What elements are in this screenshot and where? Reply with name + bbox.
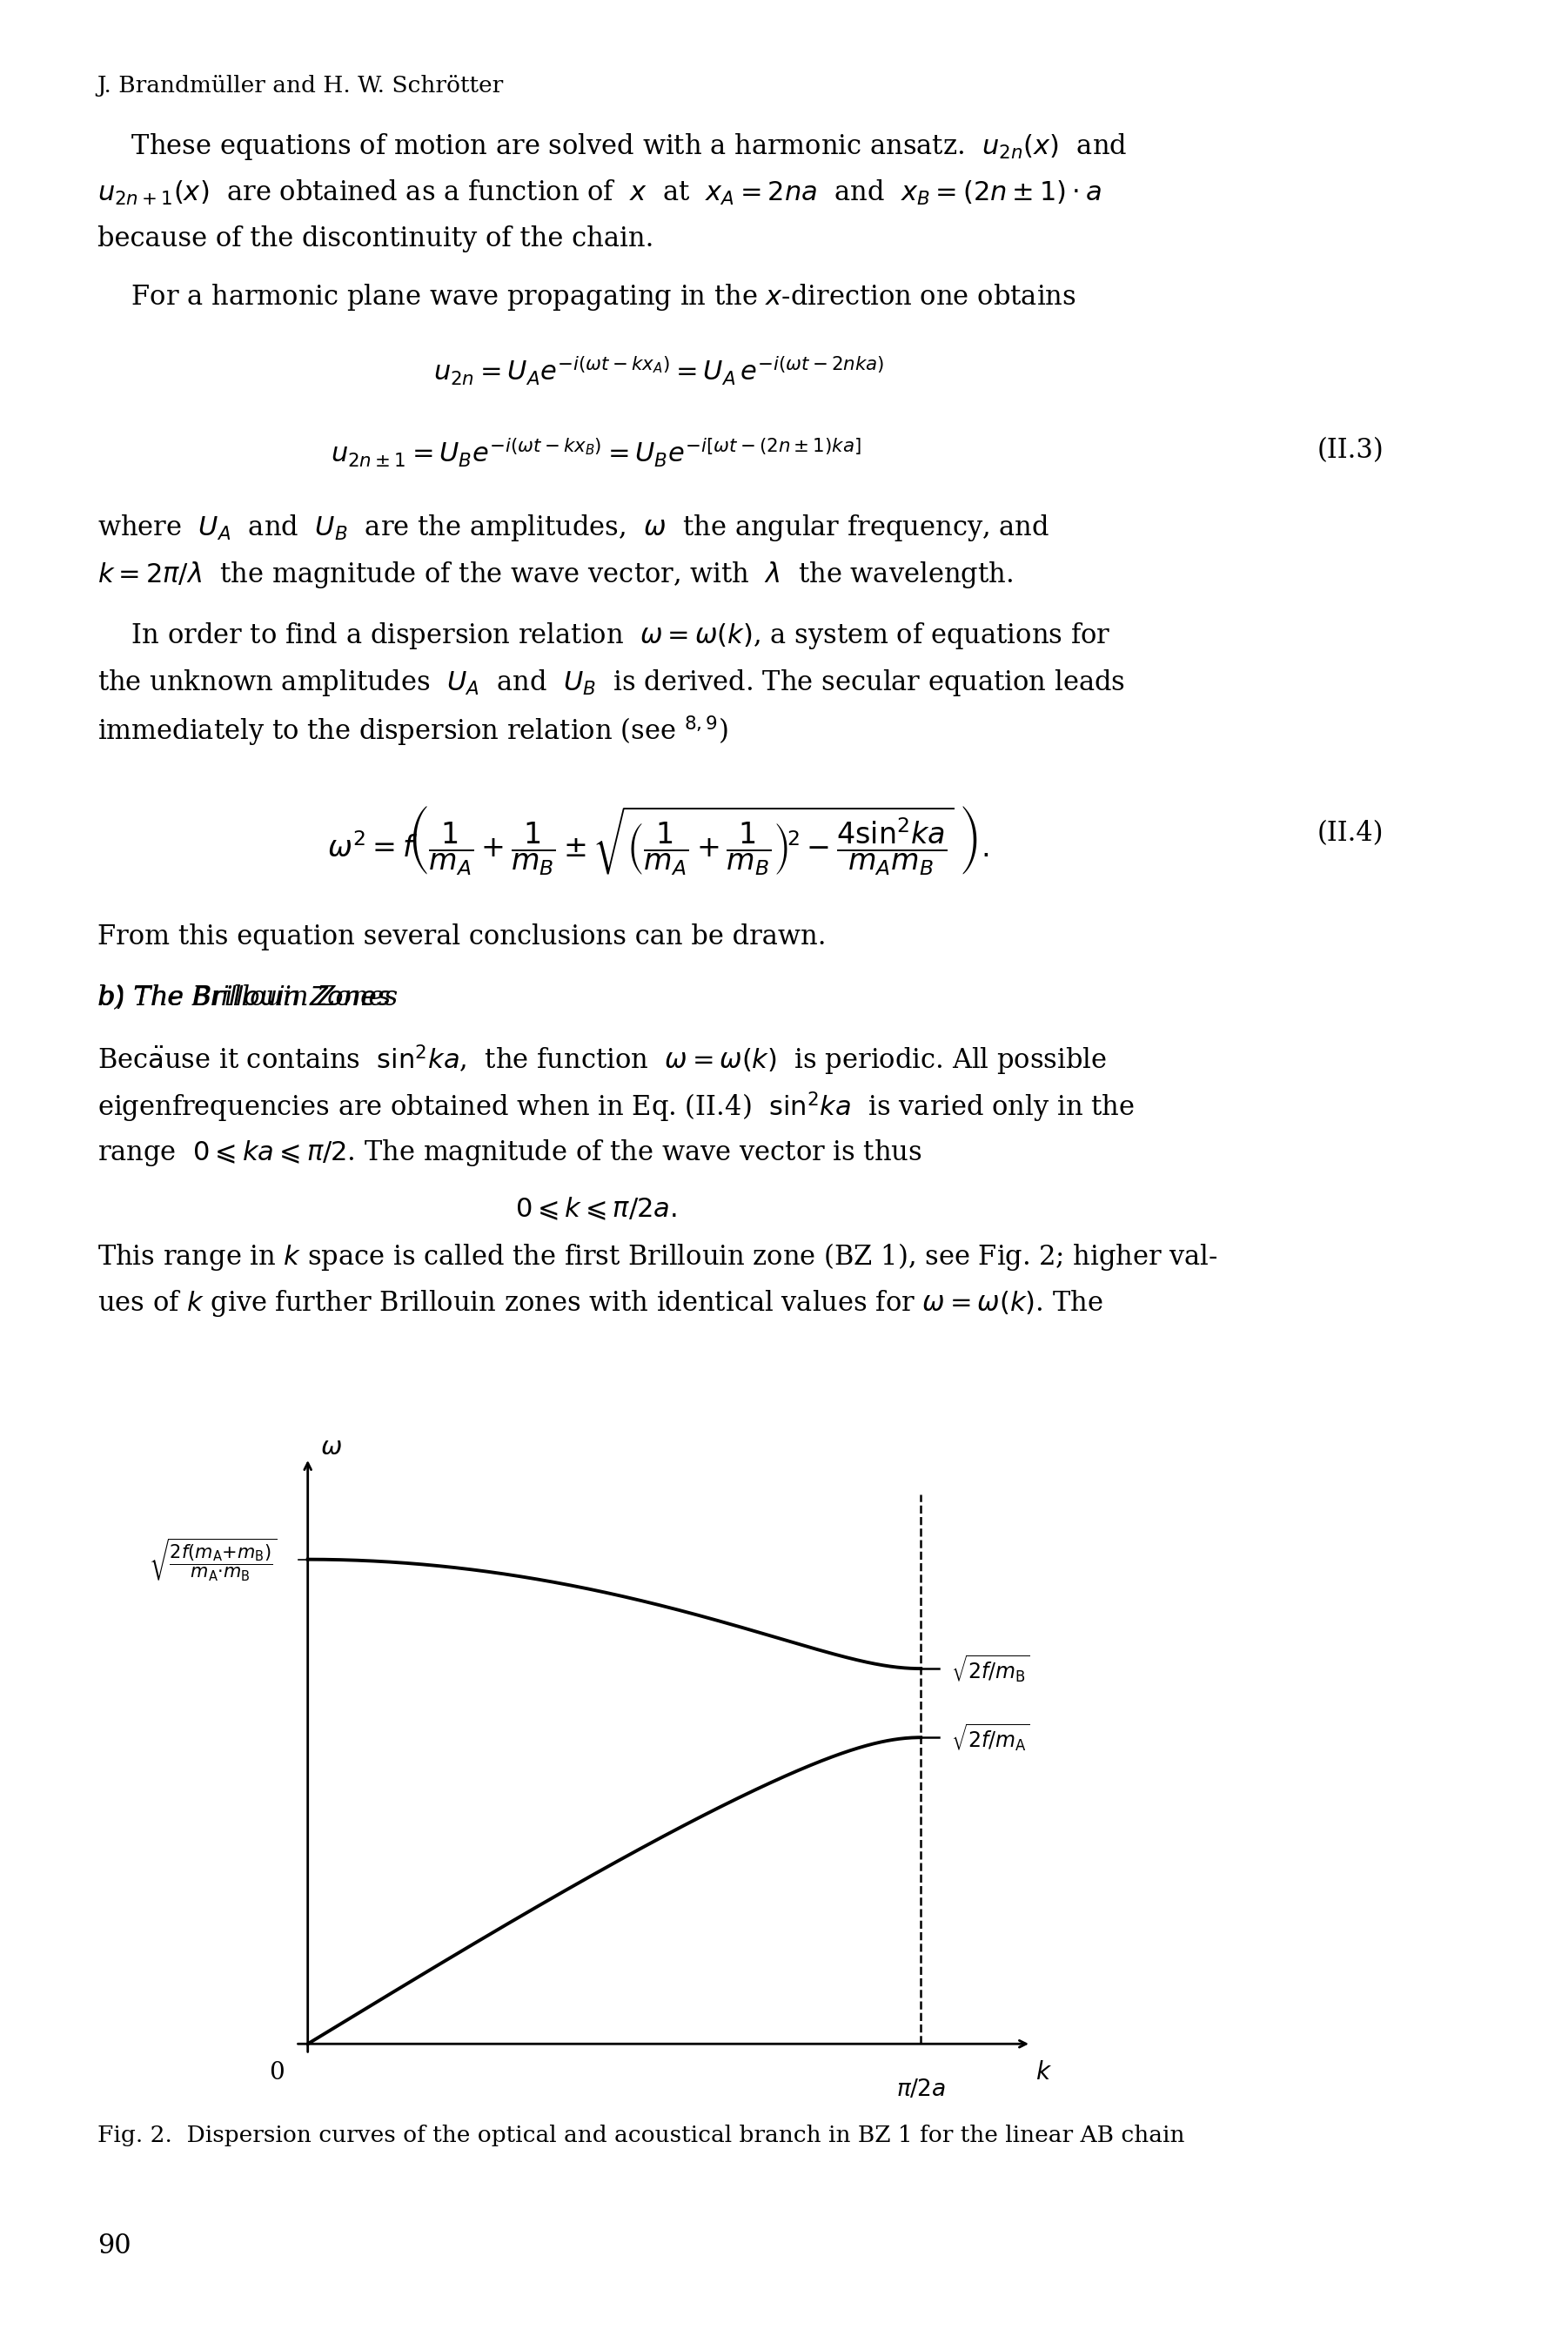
Text: $\omega^2 = f\!\left(\dfrac{1}{m_A} + \dfrac{1}{m_B} \pm \sqrt{\left(\dfrac{1}{m: $\omega^2 = f\!\left(\dfrac{1}{m_A} + \d… [328, 804, 989, 877]
Text: 0: 0 [270, 2061, 285, 2084]
Text: eigenfrequencies are obtained when in Eq. (II.4)  $\sin^2\!ka$  is varied only i: eigenfrequencies are obtained when in Eq… [97, 1090, 1134, 1126]
Text: where  $U_A$  and  $U_B$  are the amplitudes,  $\omega$  the angular frequency, : where $U_A$ and $U_B$ are the amplitudes… [97, 512, 1049, 543]
Text: Bec$\rm{\ddot{a}}$use it contains  $\sin^2\!ka$,  the function  $\omega = \omega: Bec$\rm{\ddot{a}}$use it contains $\sin^… [97, 1043, 1107, 1079]
Text: (II.4): (II.4) [1317, 820, 1383, 846]
Text: This range in $k$ space is called the first Brillouin zone (BZ 1), see Fig. 2; h: This range in $k$ space is called the fi… [97, 1241, 1218, 1271]
Text: 90: 90 [97, 2232, 130, 2258]
Text: $k$: $k$ [1035, 2061, 1052, 2084]
Text: $0 \leqslant k \leqslant \pi/2a.$: $0 \leqslant k \leqslant \pi/2a.$ [514, 1196, 677, 1222]
Text: $u_{2n} = U_A e^{-i(\omega t - kx_A)} = U_A\, e^{-i(\omega t - 2nka)}$: $u_{2n} = U_A e^{-i(\omega t - kx_A)} = … [433, 355, 884, 388]
Text: In order to find a dispersion relation  $\omega = \omega(k)$, a system of equati: In order to find a dispersion relation $… [97, 620, 1110, 651]
Text: $\sqrt{2f/m_{\mathrm{B}}}$: $\sqrt{2f/m_{\mathrm{B}}}$ [952, 1652, 1030, 1685]
Text: because of the discontinuity of the chain.: because of the discontinuity of the chai… [97, 226, 654, 251]
Text: $u_{2n+1}(x)$  are obtained as a function of  $x$  at  $x_A = 2na$  and  $x_B = : $u_{2n+1}(x)$ are obtained as a function… [97, 179, 1101, 207]
Text: b) The Brillouin Zones: b) The Brillouin Zones [97, 985, 398, 1010]
Text: ues of $k$ give further Brillouin zones with identical values for $\omega = \ome: ues of $k$ give further Brillouin zones … [97, 1288, 1102, 1318]
Text: For a harmonic plane wave propagating in the $x$-direction one obtains: For a harmonic plane wave propagating in… [97, 282, 1076, 313]
Text: $\sqrt{\dfrac{2f(m_{\mathrm{A}}{+}m_{\mathrm{B}})}{m_{\mathrm{A}}{\cdot}m_{\math: $\sqrt{\dfrac{2f(m_{\mathrm{A}}{+}m_{\ma… [149, 1537, 278, 1582]
Text: (II.3): (II.3) [1317, 437, 1385, 463]
Text: range  $0 \leqslant ka \leqslant \pi/2$. The magnitude of the wave vector is thu: range $0 \leqslant ka \leqslant \pi/2$. … [97, 1137, 922, 1168]
Text: $u_{2n\pm 1} = U_B e^{-i(\omega t - kx_B)} = U_B e^{-i[\omega t - (2n\pm 1)ka]}$: $u_{2n\pm 1} = U_B e^{-i(\omega t - kx_B… [331, 437, 861, 470]
Text: $b)$ $The\ Brillouin\ Zones$: $b)$ $The\ Brillouin\ Zones$ [97, 985, 392, 1010]
Text: immediately to the dispersion relation (see $^{8,9}$): immediately to the dispersion relation (… [97, 714, 728, 750]
Text: J. Brandmüller and H. W. Schrötter: J. Brandmüller and H. W. Schrötter [97, 75, 503, 96]
Text: $\omega$: $\omega$ [320, 1436, 342, 1459]
Text: From this equation several conclusions can be drawn.: From this equation several conclusions c… [97, 924, 826, 949]
Text: $\pi/2a$: $\pi/2a$ [895, 2077, 946, 2101]
Text: These equations of motion are solved with a harmonic ansatz.  $u_{2n}(x)$  and: These equations of motion are solved wit… [97, 132, 1127, 162]
Text: $k = 2\pi/\lambda$  the magnitude of the wave vector, with  $\lambda$  the wavel: $k = 2\pi/\lambda$ the magnitude of the … [97, 559, 1013, 590]
Text: Fig. 2.  Dispersion curves of the optical and acoustical branch in BZ 1 for the : Fig. 2. Dispersion curves of the optical… [97, 2124, 1184, 2146]
Text: $\sqrt{2f/m_{\mathrm{A}}}$: $\sqrt{2f/m_{\mathrm{A}}}$ [952, 1723, 1030, 1753]
Text: the unknown amplitudes  $U_A$  and  $U_B$  is derived. The secular equation lead: the unknown amplitudes $U_A$ and $U_B$ i… [97, 667, 1124, 698]
